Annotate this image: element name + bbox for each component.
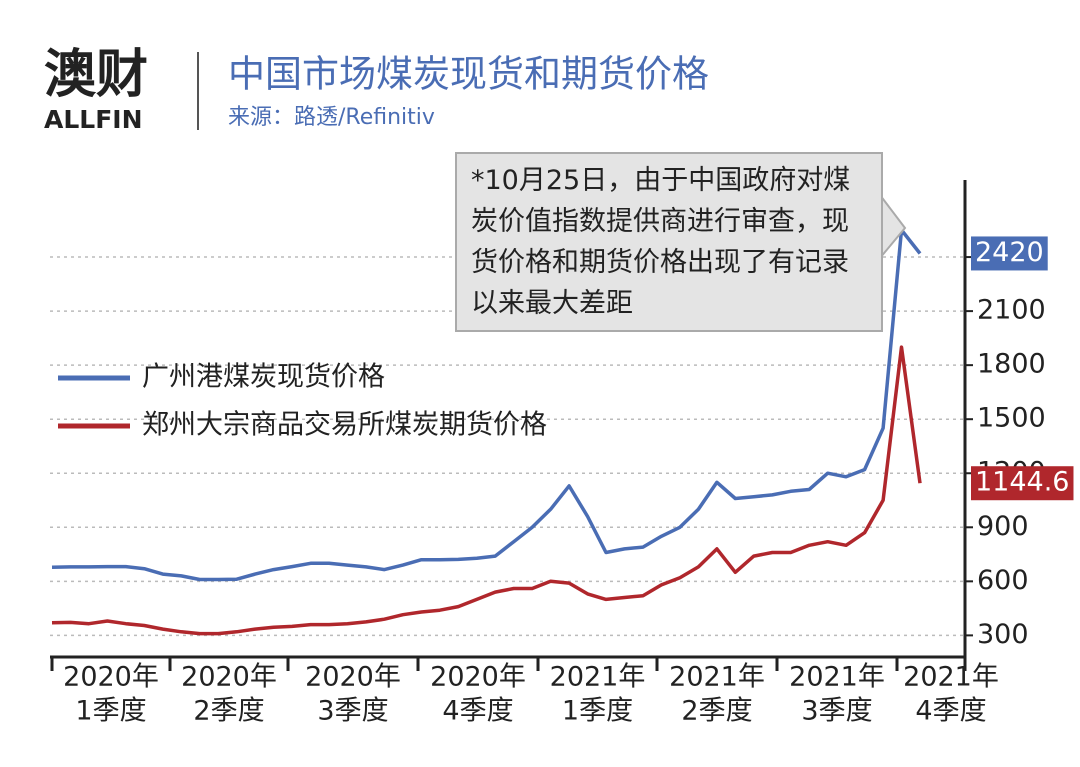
end-value-label: 2420 xyxy=(975,237,1044,268)
end-value-box xyxy=(971,466,1074,501)
legend-label: 郑州大宗商品交易所煤炭期货价格 xyxy=(142,410,547,441)
line-series xyxy=(51,228,922,582)
x-tick-label: 1季度 xyxy=(75,696,146,727)
x-tick-label: 3季度 xyxy=(317,696,388,727)
line-series xyxy=(51,345,922,636)
chart-title: 中国市场煤炭现货和期货价格 xyxy=(228,53,709,96)
x-tick-label: 2020年 xyxy=(305,662,401,693)
y-tick-label: 1500 xyxy=(977,403,1046,434)
x-tick-label: 2季度 xyxy=(193,696,264,727)
x-tick-label: 2季度 xyxy=(681,696,752,727)
x-tick-label: 2020年 xyxy=(430,662,526,693)
y-tick-label: 1800 xyxy=(977,349,1046,380)
y-tick-label: 600 xyxy=(977,565,1029,596)
y-tick-label: 2100 xyxy=(977,295,1046,326)
x-tick-label: 2020年 xyxy=(181,662,277,693)
x-tick-label: 2021年 xyxy=(669,662,765,693)
end-value-box xyxy=(971,236,1048,271)
brand-name: 澳财 xyxy=(44,45,148,105)
x-tick-label: 2020年 xyxy=(63,662,159,693)
x-tick-label: 1季度 xyxy=(562,696,633,727)
y-tick-label: 900 xyxy=(977,511,1029,542)
end-value-label: 1144.6 xyxy=(975,467,1069,498)
x-tick-label: 4季度 xyxy=(442,696,513,727)
brand-latin: ALLFIN xyxy=(44,105,143,134)
x-tick-label: 2021年 xyxy=(550,662,646,693)
y-tick-label: 300 xyxy=(977,619,1029,650)
chart-subtitle: 来源：路透/Refinitiv xyxy=(228,105,435,130)
x-tick-label: 2021年 xyxy=(903,662,999,693)
annotation: *10月25日，由于中国政府对煤炭价值指数提供商进行审查，现货价格和期货价格出现… xyxy=(455,152,883,332)
x-tick-label: 2021年 xyxy=(789,662,885,693)
x-tick-label: 4季度 xyxy=(915,696,986,727)
legend-label: 广州港煤炭现货价格 xyxy=(142,362,385,393)
x-tick-label: 3季度 xyxy=(801,696,872,727)
